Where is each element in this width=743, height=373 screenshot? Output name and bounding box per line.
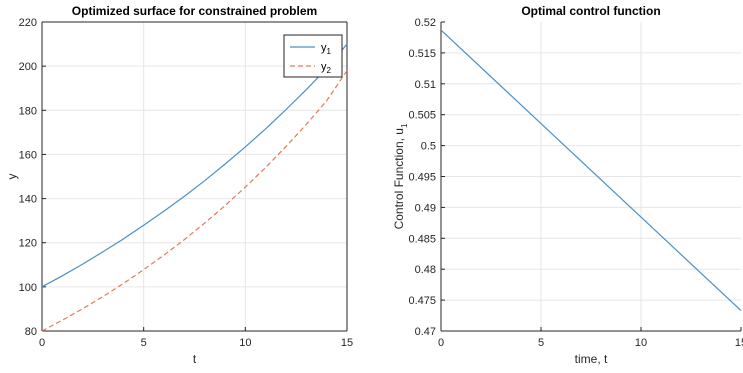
- x-tick-label: 5: [538, 337, 544, 349]
- x-tick-label: 10: [635, 337, 647, 349]
- legend-label-1: y1: [321, 42, 332, 56]
- series-line-2: [42, 70, 348, 332]
- series-line-1: [42, 43, 348, 288]
- y-tick-label: 0.51: [415, 79, 436, 91]
- y-axis-label-text: y: [5, 174, 19, 180]
- x-axis-label: time, t: [575, 352, 608, 366]
- y-tick-label: 200: [19, 61, 37, 73]
- y-tick-label: 100: [19, 282, 37, 294]
- y-tick-label: 0.475: [408, 295, 436, 307]
- x-tick-label: 0: [39, 337, 45, 349]
- x-axis-label: t: [193, 352, 197, 366]
- x-tick-label: 0: [438, 337, 444, 349]
- legend-label-text: y: [321, 42, 327, 54]
- x-tick-label: 5: [141, 337, 147, 349]
- legend-label-text: y: [321, 61, 327, 73]
- x-tick-label: 10: [239, 337, 251, 349]
- y-tick-label: 160: [19, 149, 37, 161]
- y-tick-label: 180: [19, 105, 37, 117]
- x-tick-label: 15: [341, 337, 353, 349]
- y-tick-label: 140: [19, 194, 37, 206]
- y-tick-label: 220: [19, 17, 37, 29]
- series-line-1: [441, 29, 742, 312]
- legend-label-2: y2: [321, 61, 332, 75]
- y-axis-label-subscript: 1: [400, 123, 409, 128]
- chart-title: Optimized surface for constrained proble…: [72, 4, 317, 18]
- x-tick-label: 15: [735, 337, 743, 349]
- y-tick-label: 0.505: [408, 110, 436, 122]
- legend-box: [283, 34, 343, 78]
- y-tick-label: 120: [19, 238, 37, 250]
- y-tick-label: 0.52: [415, 17, 436, 29]
- y-axis-label: y: [5, 174, 19, 180]
- legend-label-subscript: 1: [327, 47, 332, 56]
- chart-title: Optimal control function: [521, 4, 660, 18]
- y-tick-label: 0.49: [415, 202, 436, 214]
- y-tick-label: 80: [25, 326, 37, 338]
- y-tick-label: 0.48: [415, 264, 436, 276]
- chart-left: 0 5 10 15 80 100 120 140 160 180 200 220 Optimized s…: [5, 4, 353, 366]
- y-tick-label: 0.485: [408, 233, 436, 245]
- legend-label-subscript: 2: [327, 66, 332, 75]
- y-tick-label: 0.47: [415, 326, 436, 338]
- chart-right: 0 5 10 15 0.47 0.475 0.48 0.485 0.49 0.495 0.5 0.50…: [392, 4, 743, 366]
- y-axis-label-text: Control Function, u: [392, 128, 406, 229]
- y-tick-label: 0.515: [408, 48, 436, 60]
- y-tick-label: 0.5: [421, 141, 436, 153]
- y-tick-label: 0.495: [408, 172, 436, 184]
- y-axis-label: Control Function, u1: [392, 123, 409, 229]
